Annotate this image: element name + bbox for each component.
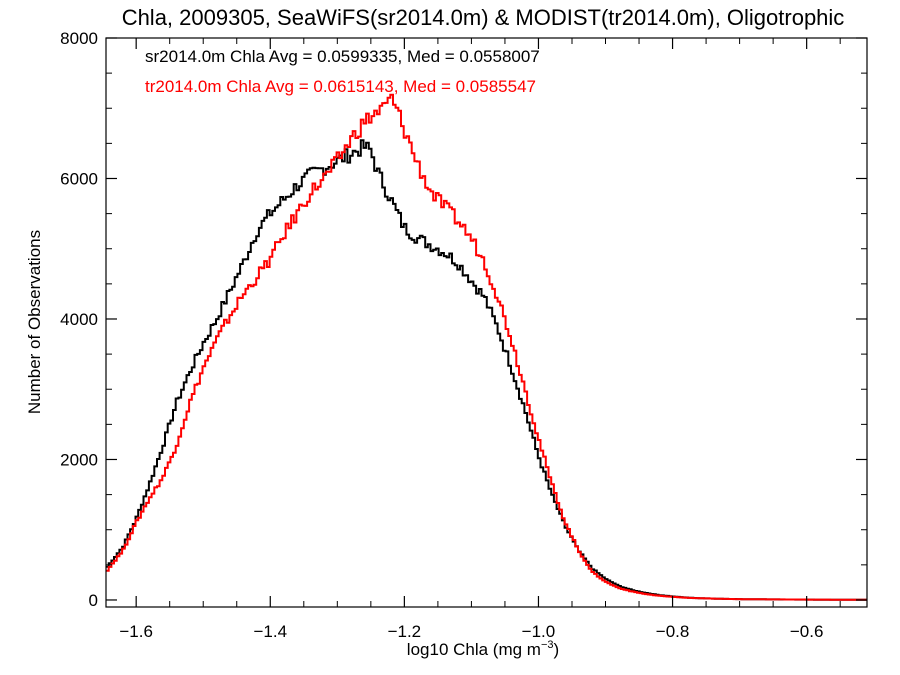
- y-tick-label: 4000: [60, 310, 98, 329]
- legend-tr2014: tr2014.0m Chla Avg = 0.0615143, Med = 0.…: [145, 77, 536, 96]
- series-layer: [106, 93, 867, 601]
- plot-frame: [105, 37, 868, 608]
- legend-sr2014: sr2014.0m Chla Avg = 0.0599335, Med = 0.…: [145, 47, 540, 66]
- y-axis-label: Number of Observations: [25, 230, 44, 414]
- chart-title: Chla, 2009305, SeaWiFS(sr2014.0m) & MODI…: [122, 5, 845, 30]
- x-tick-label: −1.4: [253, 622, 287, 641]
- y-tick-label: 2000: [60, 450, 98, 469]
- x-axis-label-main: log10 Chla (mg m: [407, 640, 541, 659]
- x-axis-label-close: ): [554, 640, 560, 659]
- axis-ticks: −1.6 −1.4 −1.2 −1.0 −0.8 −0.6 0 2000 4000 6000 800…: [60, 29, 867, 641]
- x-axis-label: log10 Chla (mg m−3): [407, 639, 559, 659]
- x-tick-label: −1.2: [388, 622, 422, 641]
- x-tick-label: −0.8: [656, 622, 690, 641]
- x-axis-label-sup: −3: [541, 639, 554, 651]
- series-line-sr2014.0m: [106, 139, 867, 601]
- y-tick-label: 6000: [60, 169, 98, 188]
- series-line-tr2014.0m: [106, 93, 867, 601]
- x-tick-label: −0.6: [790, 622, 824, 641]
- x-tick-label: −1.0: [522, 622, 556, 641]
- y-tick-label: 8000: [60, 29, 98, 48]
- y-tick-label: 0: [89, 591, 98, 610]
- x-tick-label: −1.6: [119, 622, 153, 641]
